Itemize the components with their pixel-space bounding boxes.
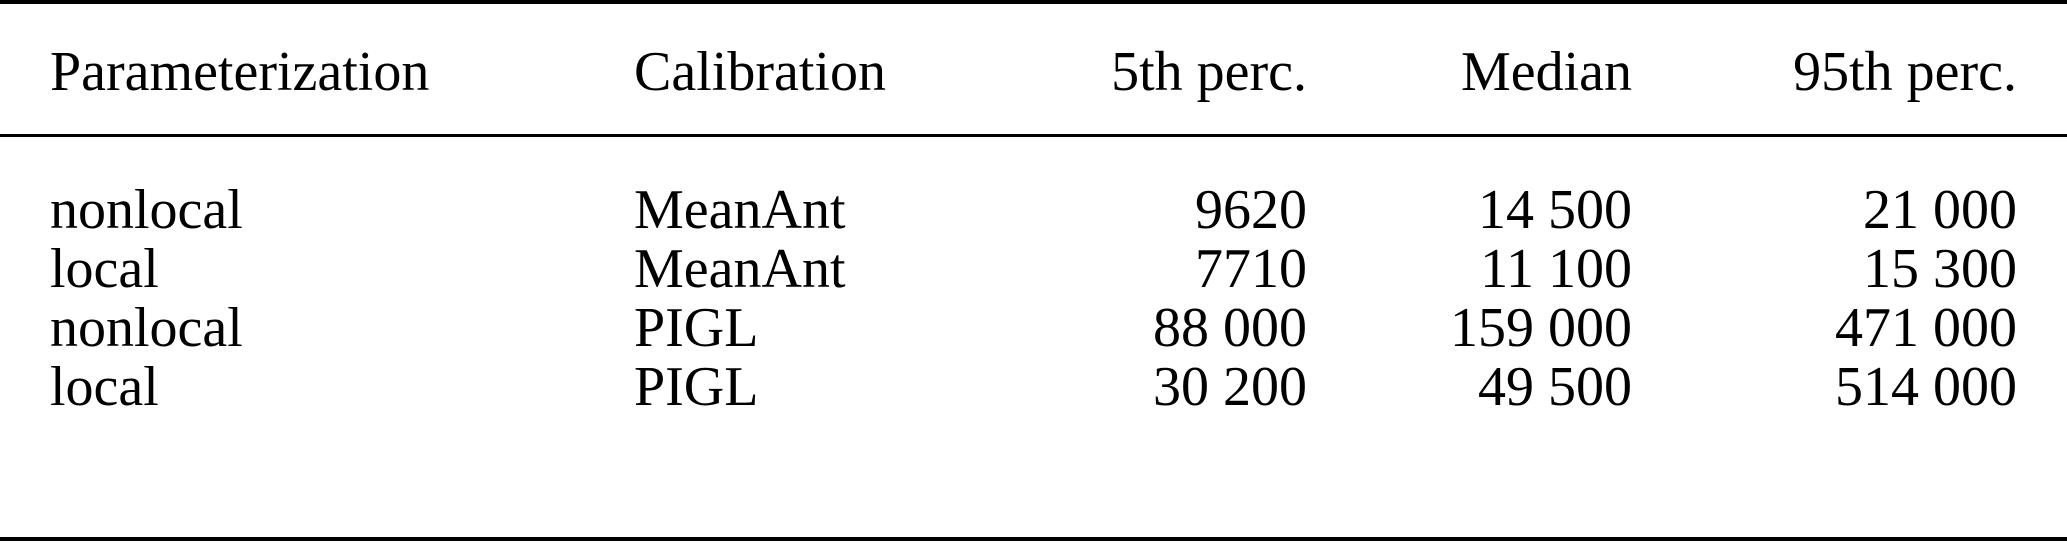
cell-parameterization: local <box>50 356 159 418</box>
table-row: local MeanAnt 7710 11 100 15 300 <box>0 239 2067 299</box>
cell-median: 49 500 <box>1478 356 1632 418</box>
cell-median: 14 500 <box>1478 179 1632 241</box>
cell-95th-percentile: 514 000 <box>1835 356 2017 418</box>
cell-95th-percentile: 21 000 <box>1863 179 2017 241</box>
header-rule <box>0 134 2067 137</box>
cell-95th-percentile: 15 300 <box>1863 238 2017 300</box>
table-row: local PIGL 30 200 49 500 514 000 <box>0 357 2067 417</box>
cell-median: 11 100 <box>1480 238 1632 300</box>
cell-5th-percentile: 30 200 <box>1153 356 1307 418</box>
cell-95th-percentile: 471 000 <box>1835 297 2017 359</box>
cell-parameterization: nonlocal <box>50 179 243 241</box>
cell-5th-percentile: 88 000 <box>1153 297 1307 359</box>
cell-5th-percentile: 9620 <box>1195 179 1307 241</box>
header-5th-percentile: 5th perc. <box>1111 41 1307 103</box>
top-rule <box>0 0 2067 4</box>
cell-calibration: MeanAnt <box>634 238 846 300</box>
header-95th-percentile: 95th perc. <box>1793 41 2017 103</box>
header-parameterization: Parameterization <box>50 41 430 103</box>
cell-calibration: PIGL <box>634 356 759 418</box>
cell-calibration: MeanAnt <box>634 179 846 241</box>
header-calibration: Calibration <box>634 41 886 103</box>
cell-parameterization: local <box>50 238 159 300</box>
table-row: nonlocal PIGL 88 000 159 000 471 000 <box>0 298 2067 358</box>
cell-calibration: PIGL <box>634 297 759 359</box>
header-median: Median <box>1460 41 1632 103</box>
bottom-rule <box>0 537 2067 541</box>
cell-median: 159 000 <box>1450 297 1632 359</box>
header-row: Parameterization Calibration 5th perc. M… <box>0 42 2067 102</box>
cell-parameterization: nonlocal <box>50 297 243 359</box>
cell-5th-percentile: 7710 <box>1195 238 1307 300</box>
table-row: nonlocal MeanAnt 9620 14 500 21 000 <box>0 180 2067 240</box>
